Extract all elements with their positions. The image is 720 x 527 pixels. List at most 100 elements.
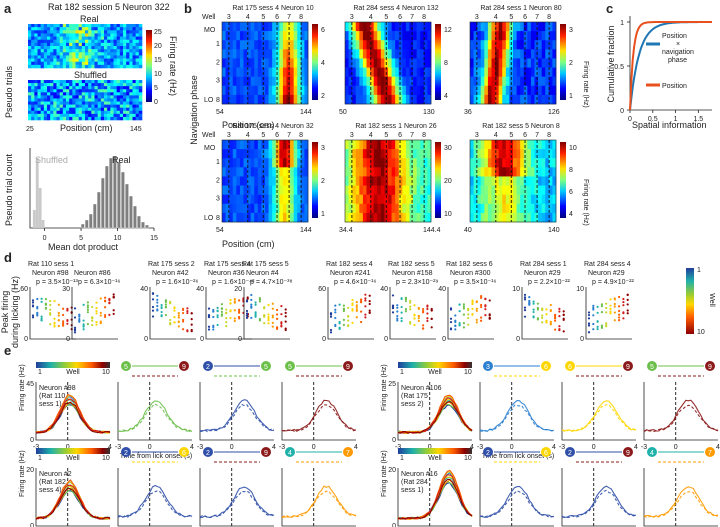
rate-map-cell <box>398 167 403 177</box>
rate-map-cell <box>232 31 237 41</box>
peak-plot-rat: Rat 284 sess 4 <box>584 261 631 268</box>
rate-map-colorbar <box>435 24 441 100</box>
shuffled-heatmap-cell <box>34 98 38 102</box>
rate-map-title: Rat 284 sess 4 Neuron 132 <box>353 5 438 12</box>
shuffled-heatmap-cell <box>88 107 92 112</box>
peak-dot <box>212 310 215 313</box>
rate-map-cell <box>265 185 269 195</box>
shuffled-heatmap-cell <box>66 92 70 96</box>
shuffled-heatmap-cell <box>91 110 95 115</box>
real-heatmap-cell <box>88 27 92 31</box>
rate-map-cell <box>373 203 378 214</box>
well-number: 8 <box>547 132 551 139</box>
rate-map-cell <box>377 85 382 96</box>
shuffled-heatmap-cell <box>34 101 38 105</box>
shuffled-heatmap-cell <box>126 86 130 90</box>
real-heatmap-cell <box>85 33 89 37</box>
shuffled-heatmap-cell <box>34 86 38 90</box>
real-heatmap-cell <box>34 61 38 66</box>
rate-map-cell <box>265 40 269 50</box>
well-number: 5 <box>261 14 265 21</box>
real-heatmap-cell <box>91 39 95 44</box>
rate-map-cell <box>290 49 294 59</box>
rate-map-cell <box>297 49 302 59</box>
peak-dot <box>91 319 94 322</box>
real-heatmap-cell <box>40 58 45 63</box>
rate-map-cell <box>505 140 510 150</box>
shuffled-heatmap-cell <box>81 113 86 118</box>
rate-map-cell <box>265 58 269 68</box>
lick-curve <box>397 401 473 434</box>
rate-map-cell <box>380 203 385 214</box>
rate-map-cell <box>286 94 291 105</box>
rate-map-cell <box>247 22 251 32</box>
peak-dot <box>422 327 425 330</box>
rate-map-cell <box>530 140 535 150</box>
rate-map-cell <box>275 94 280 105</box>
real-heatmap-cell <box>50 52 54 56</box>
peak-dot <box>622 304 625 307</box>
real-heatmap-cell <box>116 58 121 63</box>
real-heatmap-cell <box>129 61 133 66</box>
rate-map-cell <box>552 203 557 214</box>
peak-dot <box>391 294 395 297</box>
shuffled-heatmap-cell <box>116 95 121 99</box>
shuffled-heatmap-cell <box>37 113 41 118</box>
rate-map-cell <box>523 58 528 68</box>
real-heatmap-cell <box>28 39 32 44</box>
shuffled-heatmap-cell <box>75 80 79 84</box>
peak-dot <box>99 311 102 315</box>
shuffled-heatmap-cell <box>69 98 73 102</box>
lick-rat-label: (Rat 175 <box>401 393 428 400</box>
rate-map-cell <box>250 85 255 96</box>
rate-map-cell <box>498 22 503 32</box>
peak-dot <box>592 314 595 317</box>
shuffled-heatmap-cell <box>94 80 98 84</box>
rate-map-cell <box>236 203 241 214</box>
rate-map-cell <box>282 67 287 77</box>
shuffled-heatmap-cell <box>56 110 60 115</box>
shuffled-heatmap-cell <box>66 104 70 108</box>
real-heatmap-cell <box>59 30 64 34</box>
shuffled-heatmap-cell <box>119 116 124 121</box>
rate-map-cell <box>505 31 510 41</box>
rate-map-cell <box>516 212 521 223</box>
peak-dot <box>475 318 478 321</box>
real-heatmap-cell <box>31 42 35 47</box>
real-heatmap-cell <box>135 42 140 47</box>
rate-map-cell <box>391 176 396 186</box>
rate-map-cell <box>377 140 382 150</box>
shuffled-heatmap-cell <box>85 86 89 90</box>
lick-rat-label: (Rat 284 <box>401 479 428 486</box>
peak-dot <box>347 324 350 327</box>
peak-dot <box>177 316 180 319</box>
shuffled-heatmap-cell <box>43 98 48 102</box>
rate-map-cell <box>513 203 517 214</box>
rate-map-cell <box>516 167 521 177</box>
lick-axes <box>561 468 636 527</box>
rate-map-cell <box>487 167 492 177</box>
peak-dot <box>258 296 261 300</box>
well-badge-number: 6 <box>544 364 548 371</box>
peak-dot <box>413 323 416 327</box>
rate-map-cell <box>384 194 389 205</box>
rate-map-cell <box>348 40 353 50</box>
real-heatmap-cell <box>94 64 98 69</box>
rate-map-cell <box>523 194 528 205</box>
rate-map-cell <box>254 31 259 41</box>
rate-map-cell <box>229 85 234 96</box>
real-heatmap-cell <box>116 49 121 53</box>
peak-dot <box>182 307 185 311</box>
real-heatmap-cell <box>43 24 48 28</box>
rate-map-cell <box>236 212 241 223</box>
real-heatmap-cell <box>123 61 127 66</box>
real-heatmap-cell <box>126 64 130 69</box>
real-heatmap-cell <box>31 52 35 56</box>
rate-map-cell <box>480 94 485 105</box>
shuffled-heatmap-cell <box>31 116 35 121</box>
rate-map-cell <box>398 194 403 205</box>
real-heatmap-cell <box>43 61 48 66</box>
real-heatmap-cell <box>126 27 130 31</box>
rate-map-cell <box>222 203 226 214</box>
hist-tick-label: 5 <box>79 235 83 242</box>
